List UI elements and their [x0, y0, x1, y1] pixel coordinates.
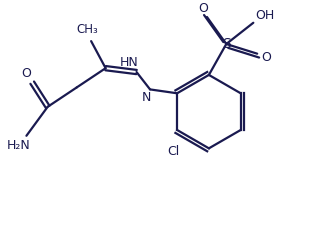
Text: O: O [261, 51, 271, 64]
Text: Cl: Cl [167, 145, 179, 158]
Text: H₂N: H₂N [7, 139, 31, 152]
Text: HN: HN [119, 56, 138, 69]
Text: CH₃: CH₃ [76, 23, 98, 36]
Text: O: O [22, 67, 31, 80]
Text: O: O [198, 2, 208, 15]
Text: S: S [222, 37, 231, 51]
Text: N: N [141, 91, 151, 104]
Text: OH: OH [255, 9, 274, 22]
